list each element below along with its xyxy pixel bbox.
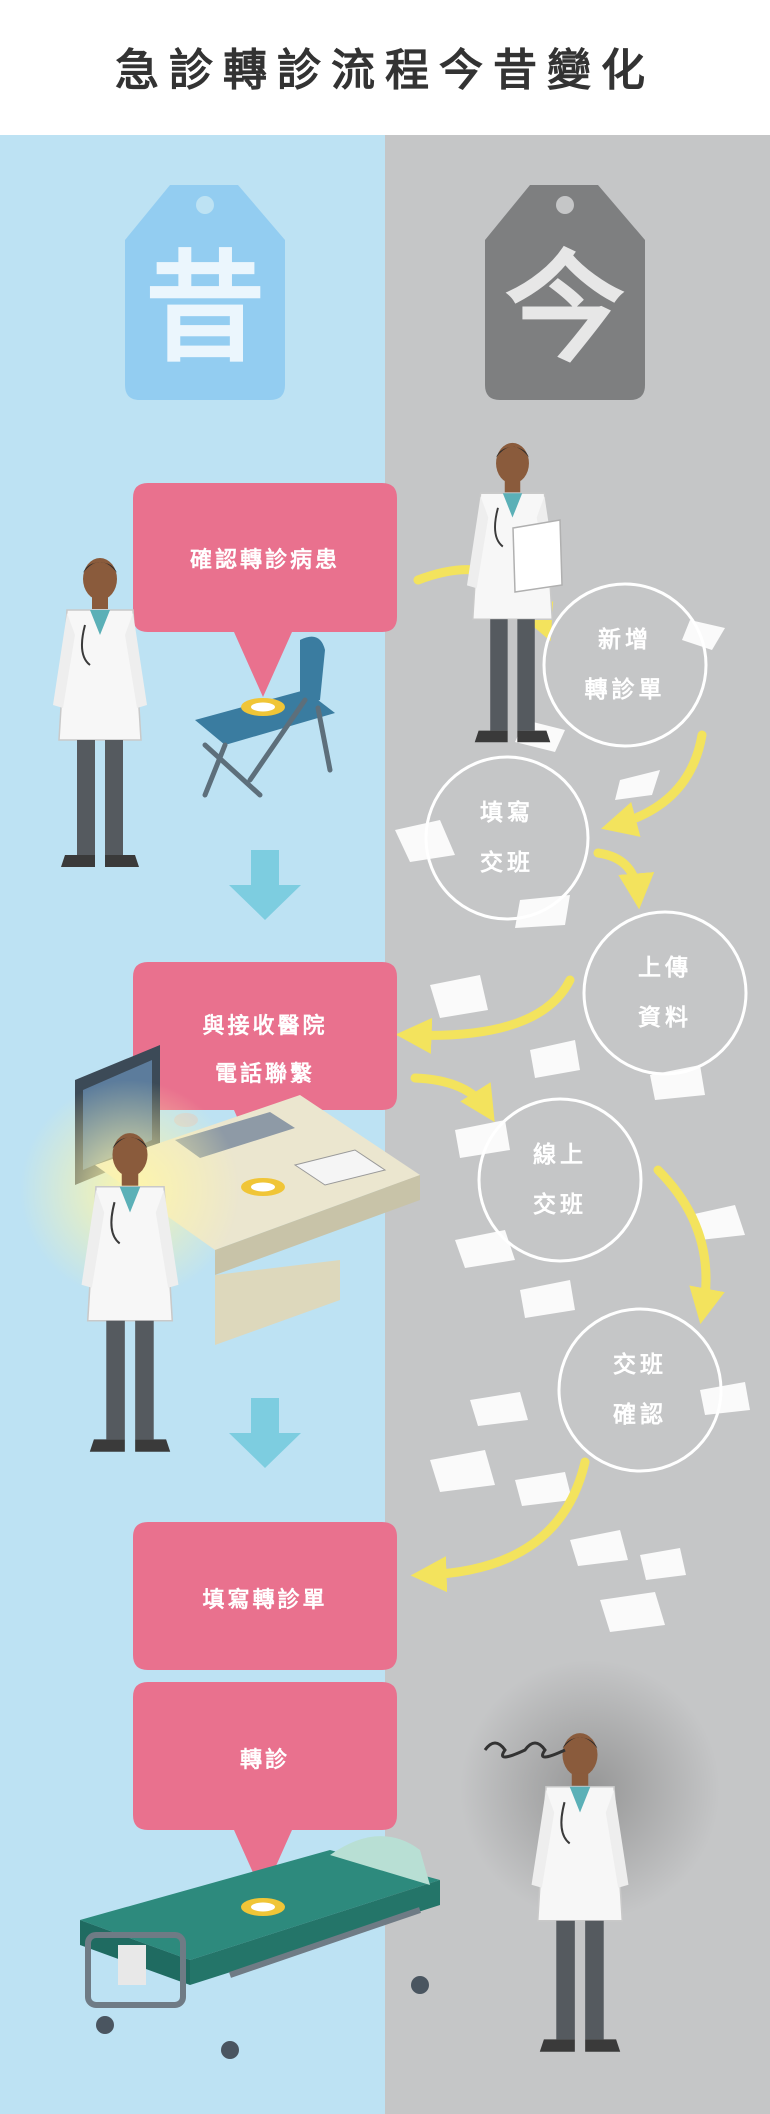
past-tag [125,185,285,400]
past-step-1: 確認轉診病患 [189,548,340,573]
present-step-5: 交班 確認 [613,1352,667,1428]
pink-callouts [133,483,397,1895]
doctor-icon [51,556,149,869]
present-tag-label: 今 [505,240,625,379]
past-step-4: 轉診 [239,1748,290,1773]
page-title: 急診轉診流程今昔變化 [115,45,655,96]
down-arrow-1 [229,850,301,920]
hospital-bed-icon [80,1836,440,2059]
present-step-1: 新增 轉診單 [584,627,666,703]
present-tag [485,185,645,400]
past-step-3: 填寫轉診單 [202,1588,328,1613]
paper-sheets [395,620,750,1632]
present-step-4: 線上 交班 [533,1142,587,1218]
doctor-holding-paper-icon [465,441,560,744]
present-step-3: 上傳 資料 [638,955,692,1031]
header: 急診轉診流程今昔變化 [0,0,770,135]
present-step-2: 填寫 交班 [480,800,534,876]
past-tag-label: 昔 [145,240,265,379]
flow-circles [424,582,748,1473]
down-arrow-2 [229,1398,301,1468]
paper-sheet-icon [512,519,563,593]
past-step-2: 與接收醫院 電話聯繫 [202,1014,328,1087]
folding-chair-icon [195,636,335,798]
scribble-icon [483,1741,566,1759]
flow-arrows [395,565,725,1593]
